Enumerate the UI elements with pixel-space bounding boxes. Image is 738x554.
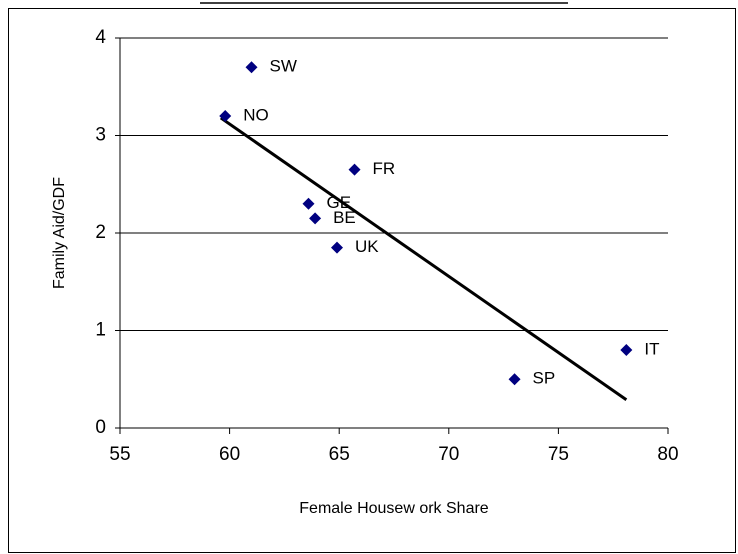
- y-tick-label: 1: [95, 320, 106, 341]
- point-label: IT: [644, 339, 659, 358]
- point-label: GE: [327, 193, 352, 212]
- x-tick-label: 55: [109, 444, 130, 465]
- data-point: [348, 163, 361, 176]
- data-point: [302, 197, 315, 210]
- trend-line: [219, 116, 628, 401]
- chart-frame: [8, 8, 736, 553]
- y-tick-label: 0: [95, 417, 106, 438]
- y-tick-label: 3: [95, 125, 106, 146]
- point-label: BE: [333, 208, 356, 227]
- point-label: SP: [533, 369, 556, 388]
- point-label: UK: [355, 237, 379, 256]
- y-axis-label: Family Aid/GDF: [51, 177, 68, 289]
- data-point: [245, 61, 258, 74]
- x-tick-label: 60: [219, 444, 240, 465]
- point-label: NO: [243, 105, 269, 124]
- point-label: FR: [373, 159, 396, 178]
- point-label: SW: [270, 57, 297, 76]
- data-point: [309, 212, 322, 225]
- data-point: [219, 110, 232, 122]
- y-tick-label: 2: [95, 222, 106, 243]
- x-tick-label: 75: [548, 444, 569, 465]
- y-tick-label: 4: [95, 27, 106, 48]
- x-tick-label: 70: [438, 444, 459, 465]
- x-tick-label: 65: [329, 444, 350, 465]
- x-tick-label: 80: [657, 444, 678, 465]
- data-point: [508, 373, 521, 386]
- x-axis-label: Female Housew ork Share: [299, 500, 489, 517]
- data-point: [331, 241, 344, 254]
- data-point: [620, 344, 633, 356]
